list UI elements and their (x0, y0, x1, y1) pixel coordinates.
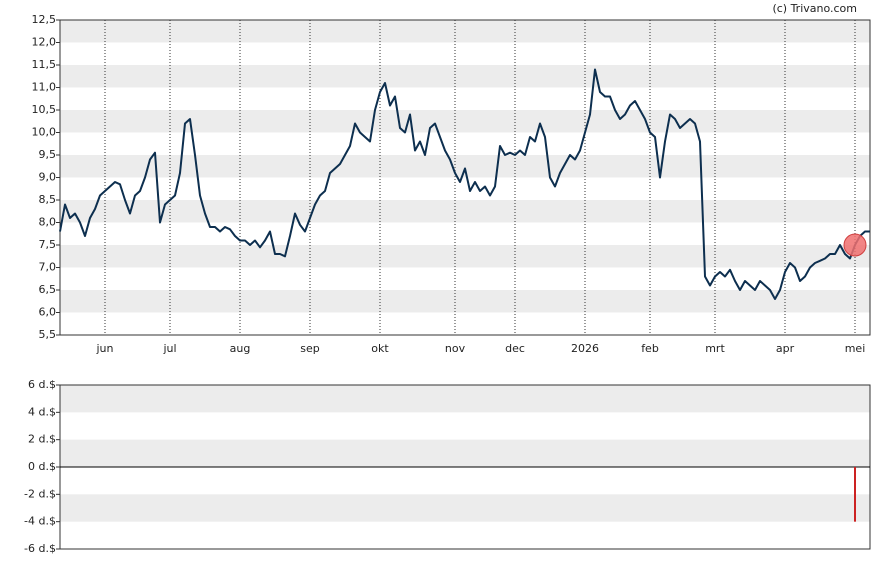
y-tick-label: 7,5 (39, 238, 57, 251)
grid-band (60, 155, 870, 178)
x-tick-label: okt (371, 342, 389, 355)
y-tick-label: -2 d.$ (24, 487, 56, 500)
x-tick-label: jun (96, 342, 114, 355)
x-tick-label: jul (162, 342, 176, 355)
y-tick-label: 11,5 (32, 58, 57, 71)
plot-frame (59, 19, 871, 336)
y-tick-label: 2 d.$ (28, 433, 56, 446)
grid-band (60, 200, 870, 223)
price-line (59, 68, 870, 300)
grid-band (60, 110, 870, 133)
x-tick-label: mei (845, 342, 866, 355)
x-tick-label: apr (776, 342, 795, 355)
y-tick-label: 0 d.$ (28, 460, 56, 473)
y-tick-label: 12,5 (32, 13, 57, 26)
y-tick-label: 6,0 (39, 306, 57, 319)
last-price-marker (843, 233, 867, 257)
y-tick-label: 9,0 (39, 171, 57, 184)
y-tick-label: 6,5 (39, 283, 57, 296)
grid-band (60, 65, 870, 88)
y-tick-label: -4 d.$ (24, 515, 56, 528)
y-tick-label: 7,0 (39, 261, 57, 274)
bar (854, 467, 856, 522)
y-tick-label: 12,0 (32, 36, 57, 49)
grid-band (60, 20, 870, 43)
x-tick-label: nov (445, 342, 466, 355)
y-tick-label: 10,0 (32, 126, 57, 139)
grid-band (60, 245, 870, 268)
grid-band (60, 439, 870, 467)
x-tick-label: sep (300, 342, 319, 355)
grid-band (60, 385, 870, 413)
y-tick-label: 11,0 (32, 81, 57, 94)
attribution: (c) Trivano.com (772, 2, 857, 15)
y-tick-label: -6 d.$ (24, 542, 56, 555)
x-tick-label: feb (641, 342, 659, 355)
y-tick-label: 4 d.$ (28, 405, 56, 418)
y-tick-label: 8,5 (39, 193, 57, 206)
y-tick-label: 6 d.$ (28, 378, 56, 391)
y-tick-label: 9,5 (39, 148, 57, 161)
y-tick-label: 10,5 (32, 103, 57, 116)
grid-band (60, 290, 870, 313)
y-tick-label: 5,5 (39, 328, 57, 341)
y-tick-label: 8,0 (39, 216, 57, 229)
grid-band (60, 494, 870, 522)
x-tick-label: 2026 (571, 342, 599, 355)
x-tick-label: aug (230, 342, 251, 355)
x-tick-label: dec (505, 342, 525, 355)
x-tick-label: mrt (705, 342, 725, 355)
